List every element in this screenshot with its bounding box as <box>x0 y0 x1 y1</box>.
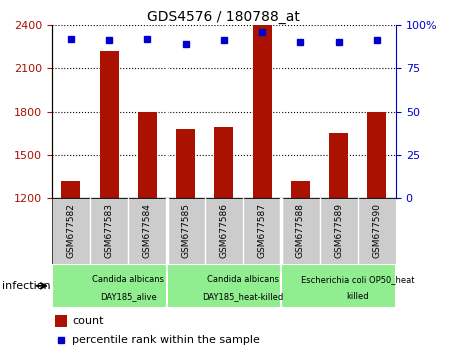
Text: percentile rank within the sample: percentile rank within the sample <box>72 335 260 345</box>
Text: killed: killed <box>346 292 369 301</box>
Text: GSM677588: GSM677588 <box>296 204 305 258</box>
Bar <box>99 51 119 198</box>
Bar <box>291 181 310 198</box>
Bar <box>367 112 387 198</box>
Bar <box>166 264 281 308</box>
Bar <box>329 133 348 198</box>
Text: infection: infection <box>2 281 51 291</box>
Bar <box>214 127 234 198</box>
Text: GSM677587: GSM677587 <box>257 204 266 258</box>
Text: Candida albicans: Candida albicans <box>92 275 164 284</box>
Text: GSM677584: GSM677584 <box>143 204 152 258</box>
Text: GSM677583: GSM677583 <box>104 204 113 258</box>
Bar <box>61 181 81 198</box>
Bar <box>52 264 166 308</box>
Text: GSM677589: GSM677589 <box>334 204 343 258</box>
Text: GSM677586: GSM677586 <box>220 204 228 258</box>
Bar <box>176 129 195 198</box>
Text: DAY185_heat-killed: DAY185_heat-killed <box>202 292 284 301</box>
Text: GSM677582: GSM677582 <box>67 204 76 258</box>
Text: Candida albicans: Candida albicans <box>207 275 279 284</box>
Text: DAY185_alive: DAY185_alive <box>100 292 157 301</box>
Bar <box>281 264 396 308</box>
Title: GDS4576 / 180788_at: GDS4576 / 180788_at <box>148 10 300 24</box>
Text: GSM677590: GSM677590 <box>373 204 382 258</box>
Text: count: count <box>72 316 104 326</box>
Bar <box>55 315 67 327</box>
Text: GSM677585: GSM677585 <box>181 204 190 258</box>
Text: Escherichia coli OP50_heat: Escherichia coli OP50_heat <box>301 275 414 284</box>
Bar <box>138 112 157 198</box>
Bar <box>252 25 272 198</box>
